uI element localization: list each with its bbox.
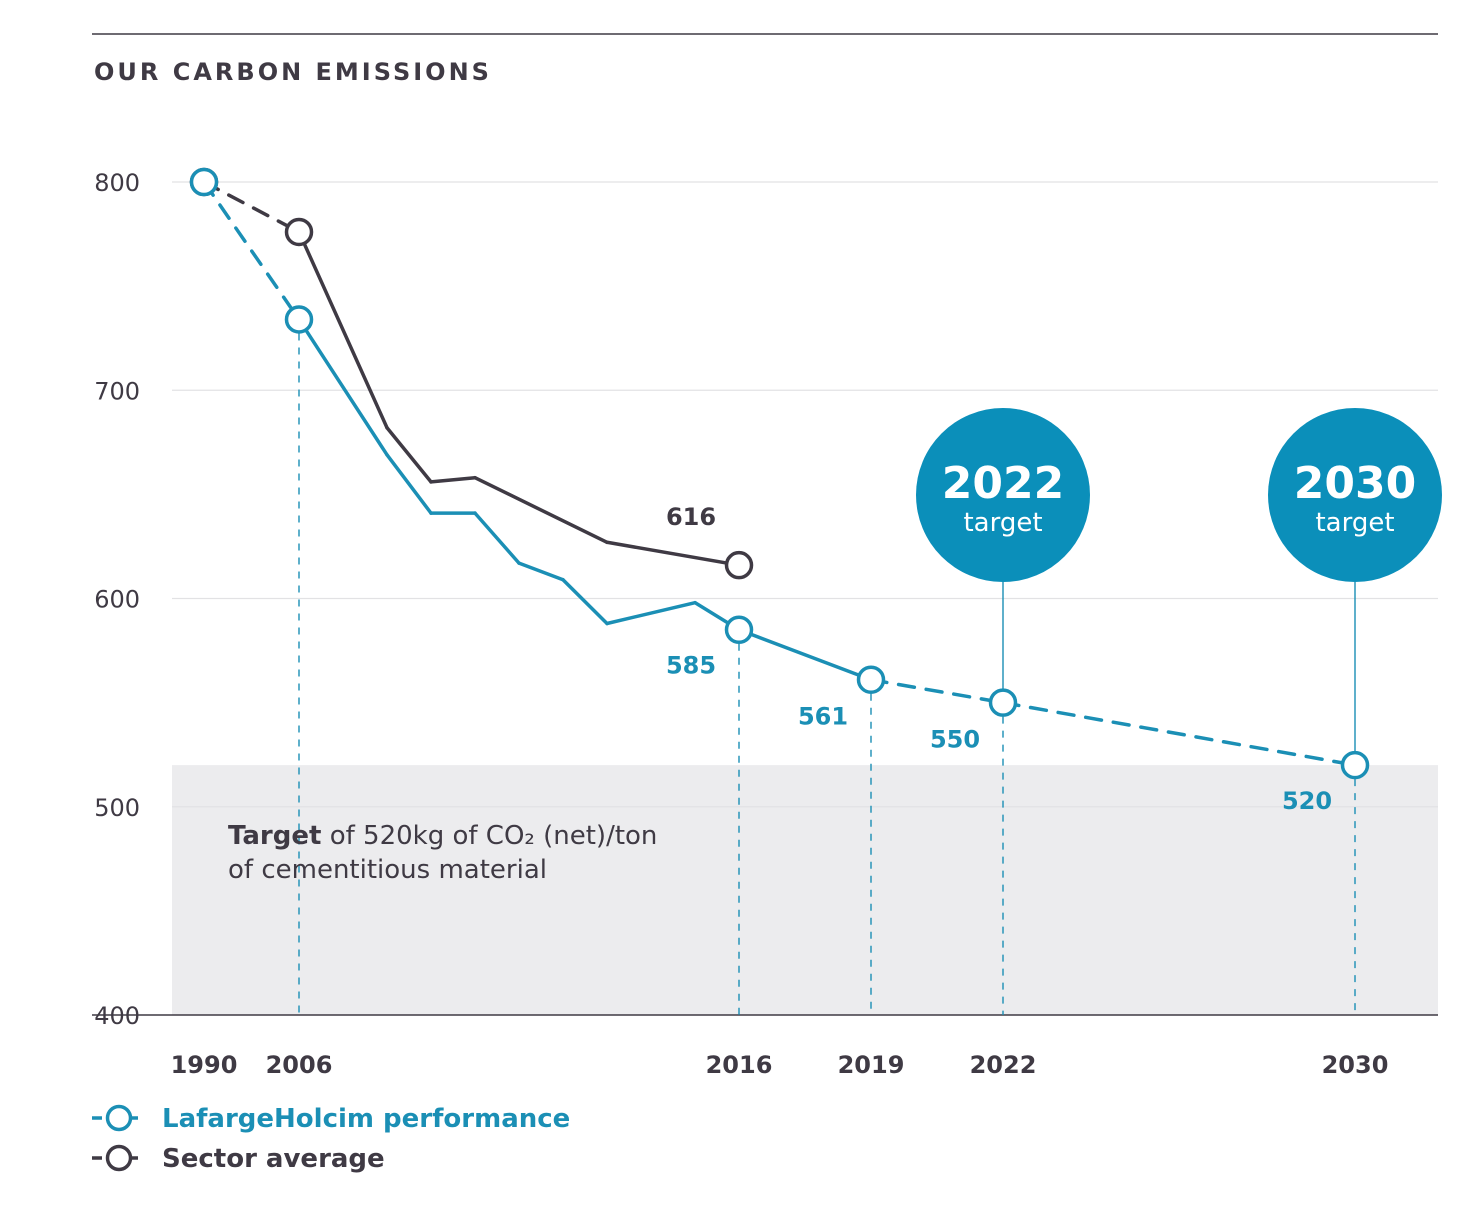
x-tick-label: 2016 — [706, 1051, 773, 1079]
sector-line-segment — [385, 425, 433, 484]
y-tick-label: 800 — [94, 169, 140, 197]
legend-label: LafargeHolcim performance — [162, 1104, 570, 1134]
chart-title: OUR CARBON EMISSIONS — [94, 58, 492, 86]
performance-line-segment — [297, 317, 389, 457]
legend-label: Sector average — [162, 1144, 385, 1174]
target-annotation-bold: Target — [228, 821, 321, 851]
performance-line-segment — [202, 180, 301, 322]
performance-marker — [284, 305, 314, 334]
x-tick-label: 2022 — [970, 1051, 1037, 1079]
performance-marker — [988, 688, 1018, 717]
performance-line-segment — [605, 600, 697, 626]
performance-line-segment — [1001, 700, 1357, 767]
x-tick-label: 2006 — [266, 1051, 333, 1079]
sector-marker — [284, 217, 314, 247]
target-bubble — [916, 408, 1090, 582]
performance-marker — [724, 615, 754, 644]
target-annotation-line1: Target of 520kg of CO₂ (net)/ton — [228, 821, 657, 851]
target-bubble-label: target — [963, 508, 1042, 538]
performance-line-segment — [869, 677, 1005, 705]
target-band — [172, 765, 1438, 1015]
target-bubble-year: 2022 — [942, 458, 1064, 509]
performance-marker — [856, 665, 886, 694]
sector-line-segment — [202, 180, 301, 234]
x-tick-label: 2030 — [1322, 1051, 1389, 1079]
y-tick-label: 700 — [94, 377, 140, 405]
performance-line-segment — [473, 511, 521, 565]
target-annotation-line2: of cementitious material — [228, 855, 547, 885]
x-tick-label: 2019 — [838, 1051, 905, 1079]
performance-marker — [189, 167, 219, 197]
performance-line-segment — [737, 627, 873, 682]
target-bubble-label: target — [1315, 508, 1394, 538]
data-label: 561 — [798, 703, 848, 731]
sector-line-segment — [473, 475, 609, 545]
target-annotation-rest: of 520kg of CO₂ (net)/ton — [321, 821, 657, 851]
performance-line-segment — [517, 561, 565, 582]
sector-line-segment — [297, 230, 389, 430]
performance-line-segment — [561, 578, 609, 626]
sector-line-segment — [605, 540, 741, 567]
data-label: 585 — [666, 652, 716, 680]
legend-marker-icon — [105, 1144, 133, 1172]
performance-marker — [1340, 750, 1370, 780]
data-label: 520 — [1282, 787, 1332, 815]
performance-line-segment — [385, 453, 433, 515]
x-tick-label: 1990 — [171, 1051, 238, 1079]
legend-marker-icon — [105, 1104, 133, 1132]
target-bubble-year: 2030 — [1294, 458, 1416, 509]
y-tick-label: 600 — [94, 586, 140, 614]
data-label: 616 — [666, 503, 716, 531]
data-label: 550 — [930, 726, 980, 754]
target-bubble — [1268, 408, 1442, 582]
y-tick-label: 500 — [94, 794, 140, 822]
y-tick-label: 400 — [94, 1002, 140, 1030]
sector-line-segment — [429, 475, 477, 484]
sector-marker — [724, 550, 754, 580]
